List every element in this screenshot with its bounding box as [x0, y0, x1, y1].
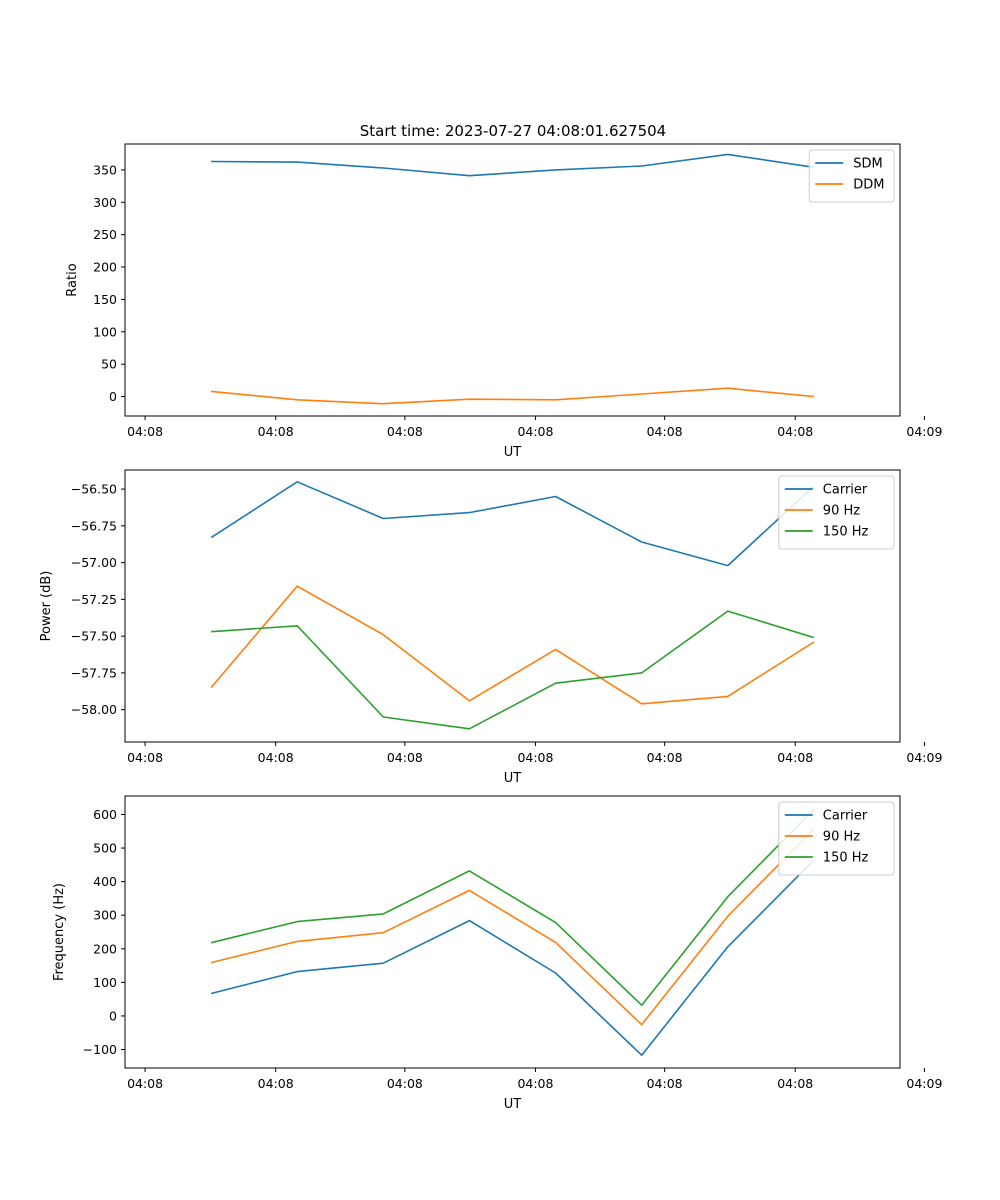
x-tick-label: 04:08 [777, 750, 813, 765]
x-tick-label: 04:09 [906, 424, 942, 439]
y-tick-label: 300 [93, 908, 117, 923]
y-tick-label: 200 [93, 941, 117, 956]
x-tick-label: 04:09 [906, 1076, 942, 1091]
x-tick-label: 04:08 [517, 1076, 553, 1091]
chart-panels: 04:08 04:08 04:08 04:08 04:08 04:08 04:09 0 50 10… [39, 143, 942, 1112]
x-tick-label: 04:08 [387, 1076, 423, 1091]
legend-label: Carrier [823, 809, 868, 824]
y-tick-label: 600 [93, 807, 117, 822]
y-tick-label: −57.75 [71, 665, 117, 680]
legend-label: SDM [853, 157, 882, 172]
x-tick-label: 04:08 [647, 424, 683, 439]
y-axis-label: Power (dB) [39, 571, 54, 642]
x-tick-label: 04:08 [258, 424, 294, 439]
x-tick-label: 04:08 [647, 750, 683, 765]
y-tick-label: −57.25 [71, 592, 117, 607]
legend-label: 90 Hz [823, 504, 860, 519]
legend-label: 90 Hz [823, 830, 860, 845]
series-line-150-hz [210, 808, 815, 1007]
x-tick-label: 04:08 [647, 1076, 683, 1091]
axes-frame [124, 143, 901, 417]
y-tick-label: −58.00 [71, 702, 117, 717]
series-line-90-hz [210, 585, 815, 705]
x-tick-label: 04:08 [127, 750, 163, 765]
axes-frame [124, 469, 901, 743]
legend-label: Carrier [823, 483, 868, 498]
y-tick-label: −100 [83, 1042, 117, 1057]
x-tick-label: 04:08 [127, 1076, 163, 1091]
y-tick-label: −57.50 [71, 629, 117, 644]
y-tick-label: 350 [93, 162, 117, 177]
chart-panel-3: 04:08 04:08 04:08 04:08 04:08 04:08 04:09 −100 0… [52, 795, 942, 1112]
series-line-90-hz [210, 828, 815, 1026]
y-axis-label: Ratio [65, 263, 80, 296]
x-tick-label: 04:08 [387, 750, 423, 765]
x-tick-label: 04:09 [906, 750, 942, 765]
series-line-carrier [210, 859, 815, 1056]
legend: Carrier 90 Hz 150 Hz [778, 475, 895, 550]
y-tick-label: 250 [93, 227, 117, 242]
x-tick-label: 04:08 [258, 1076, 294, 1091]
x-tick-label: 04:08 [777, 1076, 813, 1091]
y-tick-label: 50 [101, 357, 117, 372]
legend-label: 150 Hz [823, 525, 869, 540]
y-tick-label: 0 [109, 1008, 117, 1023]
legend-label: 150 Hz [823, 851, 869, 866]
y-axis-label: Frequency (Hz) [52, 883, 67, 981]
y-tick-label: −57.00 [71, 555, 117, 570]
y-tick-label: 0 [109, 389, 117, 404]
series-line-ddm [211, 387, 814, 405]
x-tick-label: 04:08 [517, 750, 553, 765]
series-line-carrier [210, 480, 815, 567]
y-tick-label: 400 [93, 874, 117, 889]
y-tick-label: 300 [93, 195, 117, 210]
y-tick-label: 100 [93, 975, 117, 990]
y-tick-label: 100 [93, 324, 117, 339]
y-tick-label: 150 [93, 292, 117, 307]
x-tick-label: 04:08 [127, 424, 163, 439]
chart-panel-2: 04:08 04:08 04:08 04:08 04:08 04:08 04:09 −58.0… [39, 469, 942, 786]
legend-label: DDM [853, 178, 884, 193]
legend: SDM DDM [808, 149, 895, 203]
x-tick-label: 04:08 [517, 424, 553, 439]
x-axis-label: UT [504, 1097, 522, 1112]
x-axis-label: UT [504, 771, 522, 786]
chart-panel-1: 04:08 04:08 04:08 04:08 04:08 04:08 04:09 0 50 10… [65, 143, 942, 460]
series-line-sdm [211, 153, 815, 177]
legend: Carrier 90 Hz 150 Hz [778, 801, 895, 876]
y-tick-label: 200 [93, 260, 117, 275]
y-tick-label: 500 [93, 841, 117, 856]
x-tick-label: 04:08 [777, 424, 813, 439]
x-tick-label: 04:08 [387, 424, 423, 439]
y-tick-label: −56.50 [71, 482, 117, 497]
x-axis-label: UT [504, 445, 522, 460]
x-tick-label: 04:08 [258, 750, 294, 765]
series-line-150-hz [211, 610, 815, 730]
figure-title: Start time: 2023-07-27 04:08:01.627504 [360, 122, 666, 140]
axes-frame [124, 795, 901, 1069]
y-tick-label: −56.75 [71, 518, 117, 533]
